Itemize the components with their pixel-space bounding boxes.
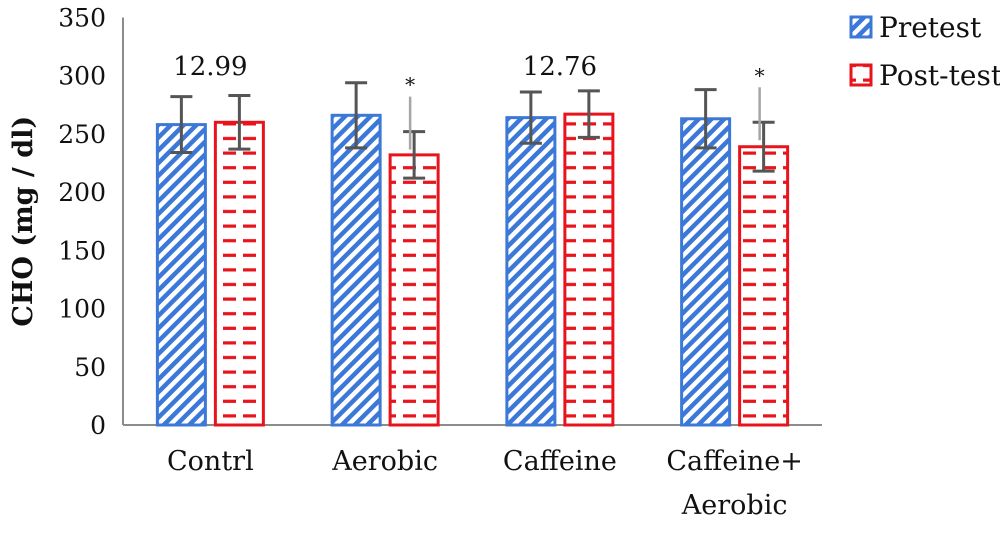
bar-pretest-aerobic bbox=[330, 113, 382, 427]
group-annotation: 12.76 bbox=[523, 52, 597, 82]
significance-marker: * bbox=[755, 63, 765, 87]
bar-pretest-caffeine bbox=[505, 116, 557, 427]
legend: Pretest Post-test bbox=[849, 11, 1000, 92]
labels: Contrl 12.99 Aerobic * Caffeine 12.76 Caffeine… bbox=[167, 52, 803, 521]
y-tick-label: 250 bbox=[58, 120, 106, 149]
significance-marker: * bbox=[405, 73, 415, 97]
y-tick-label: 200 bbox=[58, 178, 106, 207]
y-tick-label: 350 bbox=[58, 4, 106, 33]
group-annotation: 12.99 bbox=[173, 52, 247, 82]
axes: 0 50 100 150 200 250 300 350 CHO (mg / dl) bbox=[8, 4, 822, 440]
legend-swatch-post-test bbox=[849, 63, 873, 87]
y-tick-label: 300 bbox=[58, 62, 106, 91]
x-category-label: Caffeine bbox=[503, 446, 617, 477]
y-axis-title: CHO (mg / dl) bbox=[8, 116, 39, 327]
x-category-label: Caffeine+ bbox=[666, 446, 803, 477]
bar-post-test-caffeine bbox=[563, 112, 615, 427]
y-tick-label: 50 bbox=[74, 353, 106, 382]
bars bbox=[155, 81, 790, 427]
legend-label-pretest: Pretest bbox=[879, 11, 982, 44]
x-category-label: Aerobic bbox=[331, 446, 438, 477]
bar-post-test-caffeine-aerobic bbox=[738, 145, 790, 427]
bar-post-test-contrl bbox=[213, 120, 265, 427]
y-tick-label: 0 bbox=[90, 411, 106, 440]
x-category-label: Contrl bbox=[167, 446, 254, 477]
legend-swatch-pretest bbox=[849, 15, 873, 39]
legend-label-post-test: Post-test bbox=[879, 59, 1000, 92]
bar-post-test-aerobic bbox=[388, 153, 440, 427]
y-tick-label: 100 bbox=[58, 295, 106, 324]
bar-pretest-caffeine-aerobic bbox=[680, 117, 732, 427]
y-tick-label: 150 bbox=[58, 236, 106, 265]
x-category-label: Aerobic bbox=[681, 490, 788, 521]
bar-pretest-contrl bbox=[155, 123, 207, 427]
